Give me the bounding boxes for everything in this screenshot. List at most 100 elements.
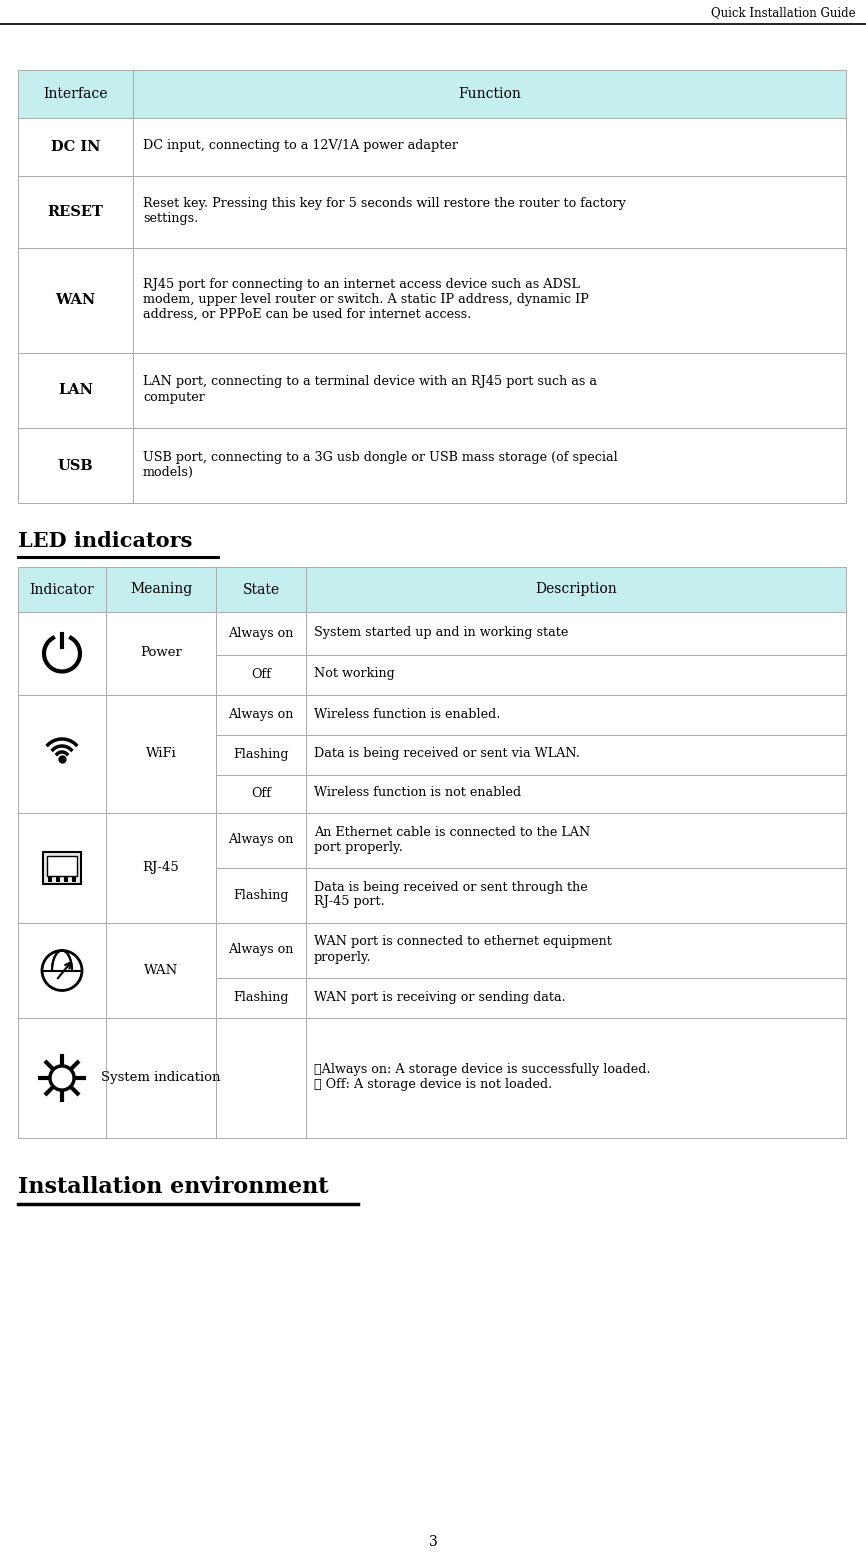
Bar bbox=[216, 978, 306, 1019]
Bar bbox=[18, 567, 106, 612]
Bar bbox=[133, 429, 846, 503]
Text: Flashing: Flashing bbox=[233, 991, 288, 1003]
Bar bbox=[216, 612, 306, 655]
Bar bbox=[18, 70, 133, 118]
Bar bbox=[306, 612, 846, 655]
Text: Flashing: Flashing bbox=[233, 888, 288, 901]
Bar bbox=[306, 922, 846, 978]
Text: System started up and in working state: System started up and in working state bbox=[314, 626, 568, 638]
Bar bbox=[133, 248, 846, 353]
Text: LAN port, connecting to a terminal device with an RJ45 port such as a: LAN port, connecting to a terminal devic… bbox=[143, 376, 597, 388]
Text: Always on: Always on bbox=[229, 708, 294, 721]
Bar bbox=[18, 814, 106, 922]
Bar bbox=[18, 353, 133, 429]
Text: RESET: RESET bbox=[48, 205, 103, 219]
Text: Always on: Always on bbox=[229, 834, 294, 846]
Text: DC input, connecting to a 12V/1A power adapter: DC input, connecting to a 12V/1A power a… bbox=[143, 140, 458, 152]
Text: 3: 3 bbox=[429, 1534, 437, 1548]
Text: System indication: System indication bbox=[101, 1072, 221, 1084]
Text: Flashing: Flashing bbox=[233, 749, 288, 761]
Text: Quick Installation Guide: Quick Installation Guide bbox=[711, 6, 856, 19]
Bar bbox=[18, 696, 106, 814]
Text: RJ-45: RJ-45 bbox=[143, 860, 179, 874]
Text: USB port, connecting to a 3G usb dongle or USB mass storage (of special: USB port, connecting to a 3G usb dongle … bbox=[143, 450, 617, 463]
Bar bbox=[47, 856, 77, 876]
Text: Wireless function is not enabled: Wireless function is not enabled bbox=[314, 786, 521, 800]
Text: RJ-45 port.: RJ-45 port. bbox=[314, 896, 385, 909]
Text: Reset key. Pressing this key for 5 seconds will restore the router to factory: Reset key. Pressing this key for 5 secon… bbox=[143, 197, 626, 210]
Bar bbox=[18, 118, 133, 175]
Bar bbox=[306, 567, 846, 612]
Text: Function: Function bbox=[458, 87, 521, 101]
Bar bbox=[43, 853, 81, 884]
Bar bbox=[133, 118, 846, 175]
Text: Data is being received or sent via WLAN.: Data is being received or sent via WLAN. bbox=[314, 747, 580, 761]
Bar bbox=[216, 655, 306, 696]
Text: ② Off: A storage device is not loaded.: ② Off: A storage device is not loaded. bbox=[314, 1078, 553, 1092]
Text: ①Always on: A storage device is successfully loaded.: ①Always on: A storage device is successf… bbox=[314, 1062, 650, 1076]
Bar bbox=[306, 696, 846, 735]
Text: Indicator: Indicator bbox=[29, 582, 94, 596]
Bar bbox=[18, 922, 106, 1019]
Bar bbox=[216, 567, 306, 612]
Text: models): models) bbox=[143, 466, 194, 478]
Bar bbox=[306, 868, 846, 922]
Text: State: State bbox=[242, 582, 280, 596]
Bar bbox=[106, 922, 216, 1019]
Bar bbox=[18, 248, 133, 353]
Bar bbox=[106, 814, 216, 922]
Text: Description: Description bbox=[535, 582, 617, 596]
Bar bbox=[216, 775, 306, 814]
Text: settings.: settings. bbox=[143, 213, 198, 225]
Bar bbox=[216, 814, 306, 868]
Text: Off: Off bbox=[251, 787, 271, 800]
Text: Not working: Not working bbox=[314, 668, 395, 680]
Bar bbox=[133, 175, 846, 248]
Text: address, or PPPoE can be used for internet access.: address, or PPPoE can be used for intern… bbox=[143, 307, 471, 321]
Bar bbox=[216, 1019, 306, 1138]
Bar bbox=[306, 814, 846, 868]
Text: LED indicators: LED indicators bbox=[18, 531, 192, 551]
Bar bbox=[306, 775, 846, 814]
Bar bbox=[216, 868, 306, 922]
Text: WAN port is connected to ethernet equipment: WAN port is connected to ethernet equipm… bbox=[314, 935, 612, 949]
Text: USB: USB bbox=[58, 458, 94, 472]
Text: Installation environment: Installation environment bbox=[18, 1176, 328, 1197]
Text: An Ethernet cable is connected to the LAN: An Ethernet cable is connected to the LA… bbox=[314, 826, 591, 839]
Text: WiFi: WiFi bbox=[145, 747, 177, 759]
Text: Interface: Interface bbox=[43, 87, 107, 101]
Bar bbox=[216, 735, 306, 775]
Bar bbox=[133, 353, 846, 429]
Text: Power: Power bbox=[140, 646, 182, 660]
Bar bbox=[48, 877, 52, 882]
Bar bbox=[216, 696, 306, 735]
Bar bbox=[306, 1019, 846, 1138]
Bar bbox=[106, 567, 216, 612]
Bar bbox=[64, 877, 68, 882]
Text: port properly.: port properly. bbox=[314, 840, 403, 854]
Text: DC IN: DC IN bbox=[51, 140, 100, 154]
Text: modem, upper level router or switch. A static IP address, dynamic IP: modem, upper level router or switch. A s… bbox=[143, 294, 589, 306]
Bar bbox=[216, 922, 306, 978]
Bar bbox=[72, 877, 76, 882]
Bar bbox=[18, 175, 133, 248]
Bar bbox=[18, 429, 133, 503]
Text: Wireless function is enabled.: Wireless function is enabled. bbox=[314, 708, 501, 721]
Text: WAN: WAN bbox=[55, 294, 95, 307]
Text: LAN: LAN bbox=[58, 384, 93, 398]
Text: properly.: properly. bbox=[314, 950, 372, 963]
Text: Meaning: Meaning bbox=[130, 582, 192, 596]
Text: Always on: Always on bbox=[229, 944, 294, 957]
Bar bbox=[56, 877, 60, 882]
Bar bbox=[306, 978, 846, 1019]
Bar bbox=[306, 735, 846, 775]
Bar bbox=[133, 70, 846, 118]
Bar bbox=[106, 612, 216, 696]
Bar bbox=[106, 1019, 216, 1138]
Text: Always on: Always on bbox=[229, 626, 294, 640]
Text: Off: Off bbox=[251, 668, 271, 682]
Text: Data is being received or sent through the: Data is being received or sent through t… bbox=[314, 881, 588, 893]
Text: computer: computer bbox=[143, 390, 205, 404]
Text: RJ45 port for connecting to an internet access device such as ADSL: RJ45 port for connecting to an internet … bbox=[143, 278, 580, 290]
Text: WAN: WAN bbox=[144, 963, 178, 977]
